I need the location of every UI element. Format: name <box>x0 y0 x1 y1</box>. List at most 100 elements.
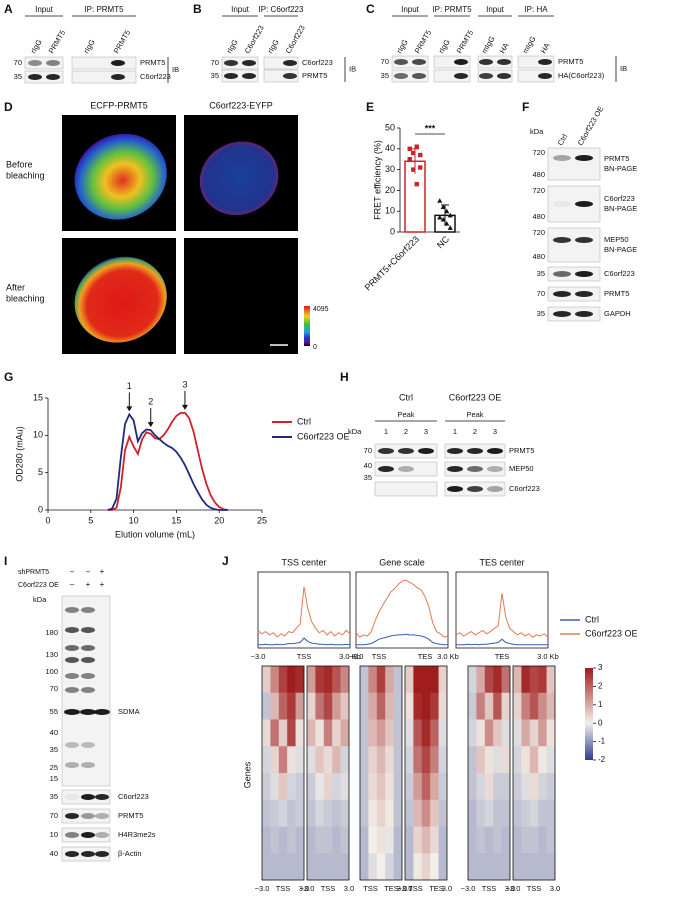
heatmap-cell <box>270 799 280 827</box>
heatmap-cell <box>468 853 477 881</box>
heatmap-cell <box>405 826 414 854</box>
x-tick-label: 3.0 <box>344 884 354 893</box>
heatmap-cell <box>315 746 325 774</box>
lane-label: PRMT5 <box>413 28 434 55</box>
heatmap-cell <box>493 853 502 881</box>
x-tick-label: 3.0 <box>397 884 407 893</box>
heatmap-cell <box>315 692 325 720</box>
kda-marker: 70 <box>14 58 22 67</box>
point <box>444 221 450 226</box>
blot <box>547 286 601 302</box>
panel-letter: F <box>522 100 529 114</box>
heatmap-cell <box>332 773 341 801</box>
x-tick-label: 5 <box>88 515 93 525</box>
point <box>411 167 416 172</box>
ib-label: IB <box>620 64 627 73</box>
blot <box>547 306 601 322</box>
band <box>575 311 593 317</box>
band <box>65 673 79 679</box>
heatmap-cell <box>430 853 439 881</box>
legend-label: C6orf223 OE <box>297 431 350 441</box>
point <box>444 208 450 214</box>
cell <box>74 256 167 343</box>
band-label: C6orf223 <box>604 269 635 278</box>
heatmap-cell <box>295 773 305 801</box>
band <box>575 155 593 161</box>
x-tick-label: 10 <box>129 515 139 525</box>
heatmap-cell <box>438 692 448 720</box>
blot <box>547 147 601 181</box>
band <box>64 709 80 715</box>
kda-marker: 70 <box>50 684 58 693</box>
condition-sign: + <box>100 580 105 589</box>
band <box>394 59 408 65</box>
header: Input <box>35 5 54 14</box>
heatmap-cell <box>332 826 341 854</box>
heatmap-cell <box>295 692 305 720</box>
x-tick-label: TSS <box>482 884 497 893</box>
band <box>412 73 426 79</box>
group-label: C6orf223 OE <box>449 392 502 402</box>
heatmap-cell <box>270 826 280 854</box>
heatmap-cell <box>340 853 350 881</box>
band <box>81 657 95 663</box>
heatmap-cell <box>368 746 378 774</box>
band <box>412 59 426 65</box>
blot <box>24 56 64 70</box>
x-tick-label: TES <box>418 652 433 661</box>
header: Input <box>231 5 250 14</box>
band <box>95 851 109 857</box>
band-label: H4R3me2s <box>118 830 156 839</box>
heatmap-cell <box>413 799 423 827</box>
heatmap-cell <box>368 692 378 720</box>
heatmap-cell <box>430 666 439 694</box>
heatmap-cell <box>546 799 556 827</box>
heatmap-cell <box>262 692 271 720</box>
heatmap-cell <box>278 746 288 774</box>
panel-letter: C <box>366 2 375 16</box>
x-tick-label: TSS <box>321 884 336 893</box>
x-tick-label: −3.0 <box>398 884 413 893</box>
band <box>283 60 297 66</box>
heatmap-cell <box>315 773 325 801</box>
band <box>81 813 95 819</box>
panel-letter: I <box>4 554 7 568</box>
heatmap-cell <box>278 666 288 694</box>
column-title: ECFP-PRMT5 <box>90 100 148 110</box>
heatmap-cell <box>501 773 511 801</box>
heatmap-cell <box>538 719 547 747</box>
heatmap-cell <box>438 666 448 694</box>
lane-label: rIgG <box>395 38 410 55</box>
heatmap-cell <box>393 799 403 827</box>
micrograph <box>184 238 298 354</box>
x-tick-label: −3.0 <box>461 884 476 893</box>
heatmap-cell <box>332 799 341 827</box>
heatmap-cell <box>513 666 522 694</box>
band <box>467 466 483 472</box>
band-label: BN-PAGE <box>604 245 637 254</box>
plot-frame <box>455 571 549 649</box>
heatmap-cell <box>521 719 531 747</box>
lane-label: 1 <box>384 427 388 436</box>
heatmap-cell <box>430 692 439 720</box>
heatmap-cell <box>295 719 305 747</box>
lane-label: rIgG <box>437 38 452 55</box>
point <box>418 165 423 170</box>
y-tick-label: 50 <box>385 122 395 132</box>
heatmap-cell <box>340 773 350 801</box>
x-tick-label: −3.0 <box>300 884 315 893</box>
heatmap-cell <box>538 799 547 827</box>
heatmap-cell <box>278 773 288 801</box>
heatmap-cell <box>295 746 305 774</box>
heatmap-cell <box>405 853 414 881</box>
x-tick-label: TES <box>495 652 510 661</box>
band <box>224 60 238 66</box>
y-tick-label: 5 <box>38 467 43 477</box>
band-label: MEP50 <box>604 235 629 244</box>
y-axis-label: Genes <box>242 761 252 788</box>
peak-label: 3 <box>182 379 187 389</box>
kda-marker: 35 <box>211 71 219 80</box>
colorbar-label: -1 <box>598 737 606 746</box>
lane-label: PRMT5 <box>47 28 68 55</box>
heatmap-cell <box>323 773 333 801</box>
